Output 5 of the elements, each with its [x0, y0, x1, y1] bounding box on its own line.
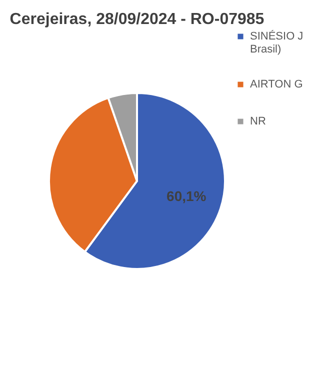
legend-label: AIRTON G: [250, 78, 303, 90]
legend-label: NR: [250, 116, 266, 128]
data-label: 60,1%: [166, 188, 207, 204]
legend-label: SINÉSIO J Brasil): [250, 30, 304, 56]
chart-title: Cerejeiras, 28/09/2024 - RO-07985: [10, 11, 264, 28]
